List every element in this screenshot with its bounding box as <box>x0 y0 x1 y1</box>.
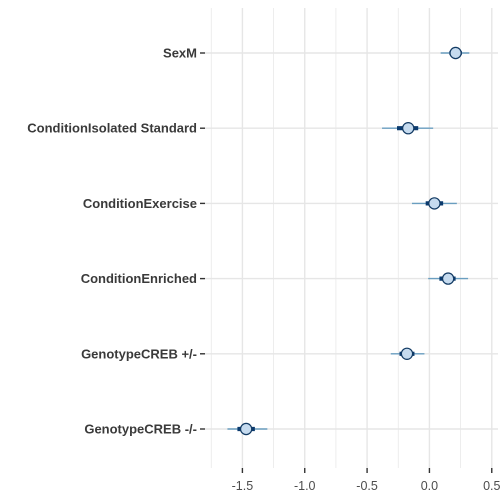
y-tick-label: ConditionEnriched <box>81 271 197 286</box>
x-tick-label: -1.0 <box>294 479 316 493</box>
point-estimate <box>400 347 414 360</box>
y-tick-label: GenotypeCREB -/- <box>84 422 197 437</box>
point-estimate <box>239 422 253 436</box>
y-tick-label: ConditionExercise <box>83 196 197 211</box>
x-tick-label: -1.5 <box>232 479 254 493</box>
x-tick-label: -0.5 <box>356 479 378 493</box>
y-tick-label: ConditionIsolated Standard <box>27 121 197 136</box>
point-estimate <box>449 46 462 60</box>
x-tick-label: 0.5 <box>483 479 500 493</box>
point-estimate <box>402 121 415 135</box>
point-estimate <box>428 197 441 210</box>
point-estimate <box>441 272 455 285</box>
y-axis-ticks: SexM ConditionIsolated Standard ConditionE… <box>27 46 205 437</box>
x-tick-label: 0.0 <box>421 479 438 493</box>
interval-marks <box>227 46 470 436</box>
y-tick-label: GenotypeCREB +/- <box>81 346 197 361</box>
x-axis-ticks: -1.5 -1.0 -0.5 0.0 0.5 <box>232 468 500 493</box>
grid-layer <box>205 8 498 468</box>
y-tick-label: SexM <box>163 46 197 61</box>
